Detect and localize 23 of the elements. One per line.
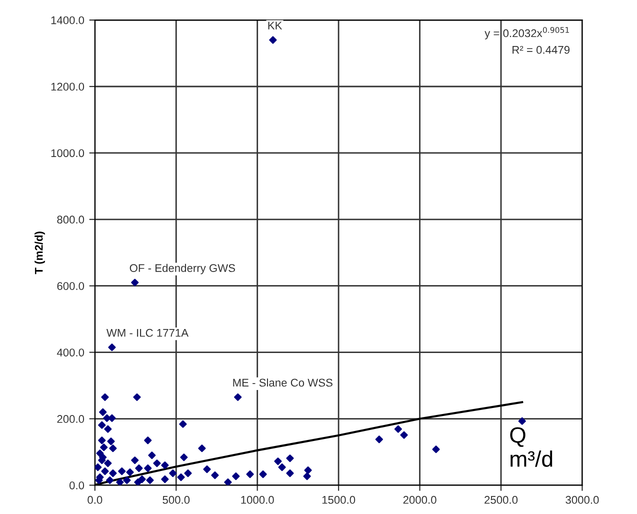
y-tick-label: 400.0 xyxy=(56,348,84,356)
x-tick-label: 1000.0 xyxy=(241,496,274,504)
y-axis-title: T (m2/d) xyxy=(34,232,45,274)
x-tick-label: 500.0 xyxy=(162,496,190,504)
y-tick-label: 200.0 xyxy=(57,415,84,423)
x-tick-label: 2000.0 xyxy=(403,496,436,504)
annotation: ME - Slane Co WSS xyxy=(233,378,332,387)
x-tick-label: 3000.0 xyxy=(566,496,599,504)
annotation: R² = 0.4479 xyxy=(512,46,570,54)
annotation: WM - ILC 1771A xyxy=(106,328,189,337)
y-tick-label: 1000.0 xyxy=(51,149,84,158)
y-tick-label: 0.0 xyxy=(69,481,84,490)
y-tick-label: 800.0 xyxy=(57,216,84,224)
annotation: OF - Edenderry GWS xyxy=(130,264,235,274)
y-tick-label: 600.0 xyxy=(57,282,84,290)
x-tick-label: 0.0 xyxy=(88,496,102,504)
x-tick-label: 1500.0 xyxy=(322,496,356,504)
x-axis-title: Q m³/d xyxy=(510,427,552,467)
x-tick-label: 2500.0 xyxy=(484,496,518,504)
y-tick-label: 1200.0 xyxy=(51,82,84,91)
annotation: KK xyxy=(268,22,282,30)
y-tick-label: 1400.0 xyxy=(51,16,84,24)
annotation: y = 0.2032x$^{0.9051}$ xyxy=(484,27,569,40)
